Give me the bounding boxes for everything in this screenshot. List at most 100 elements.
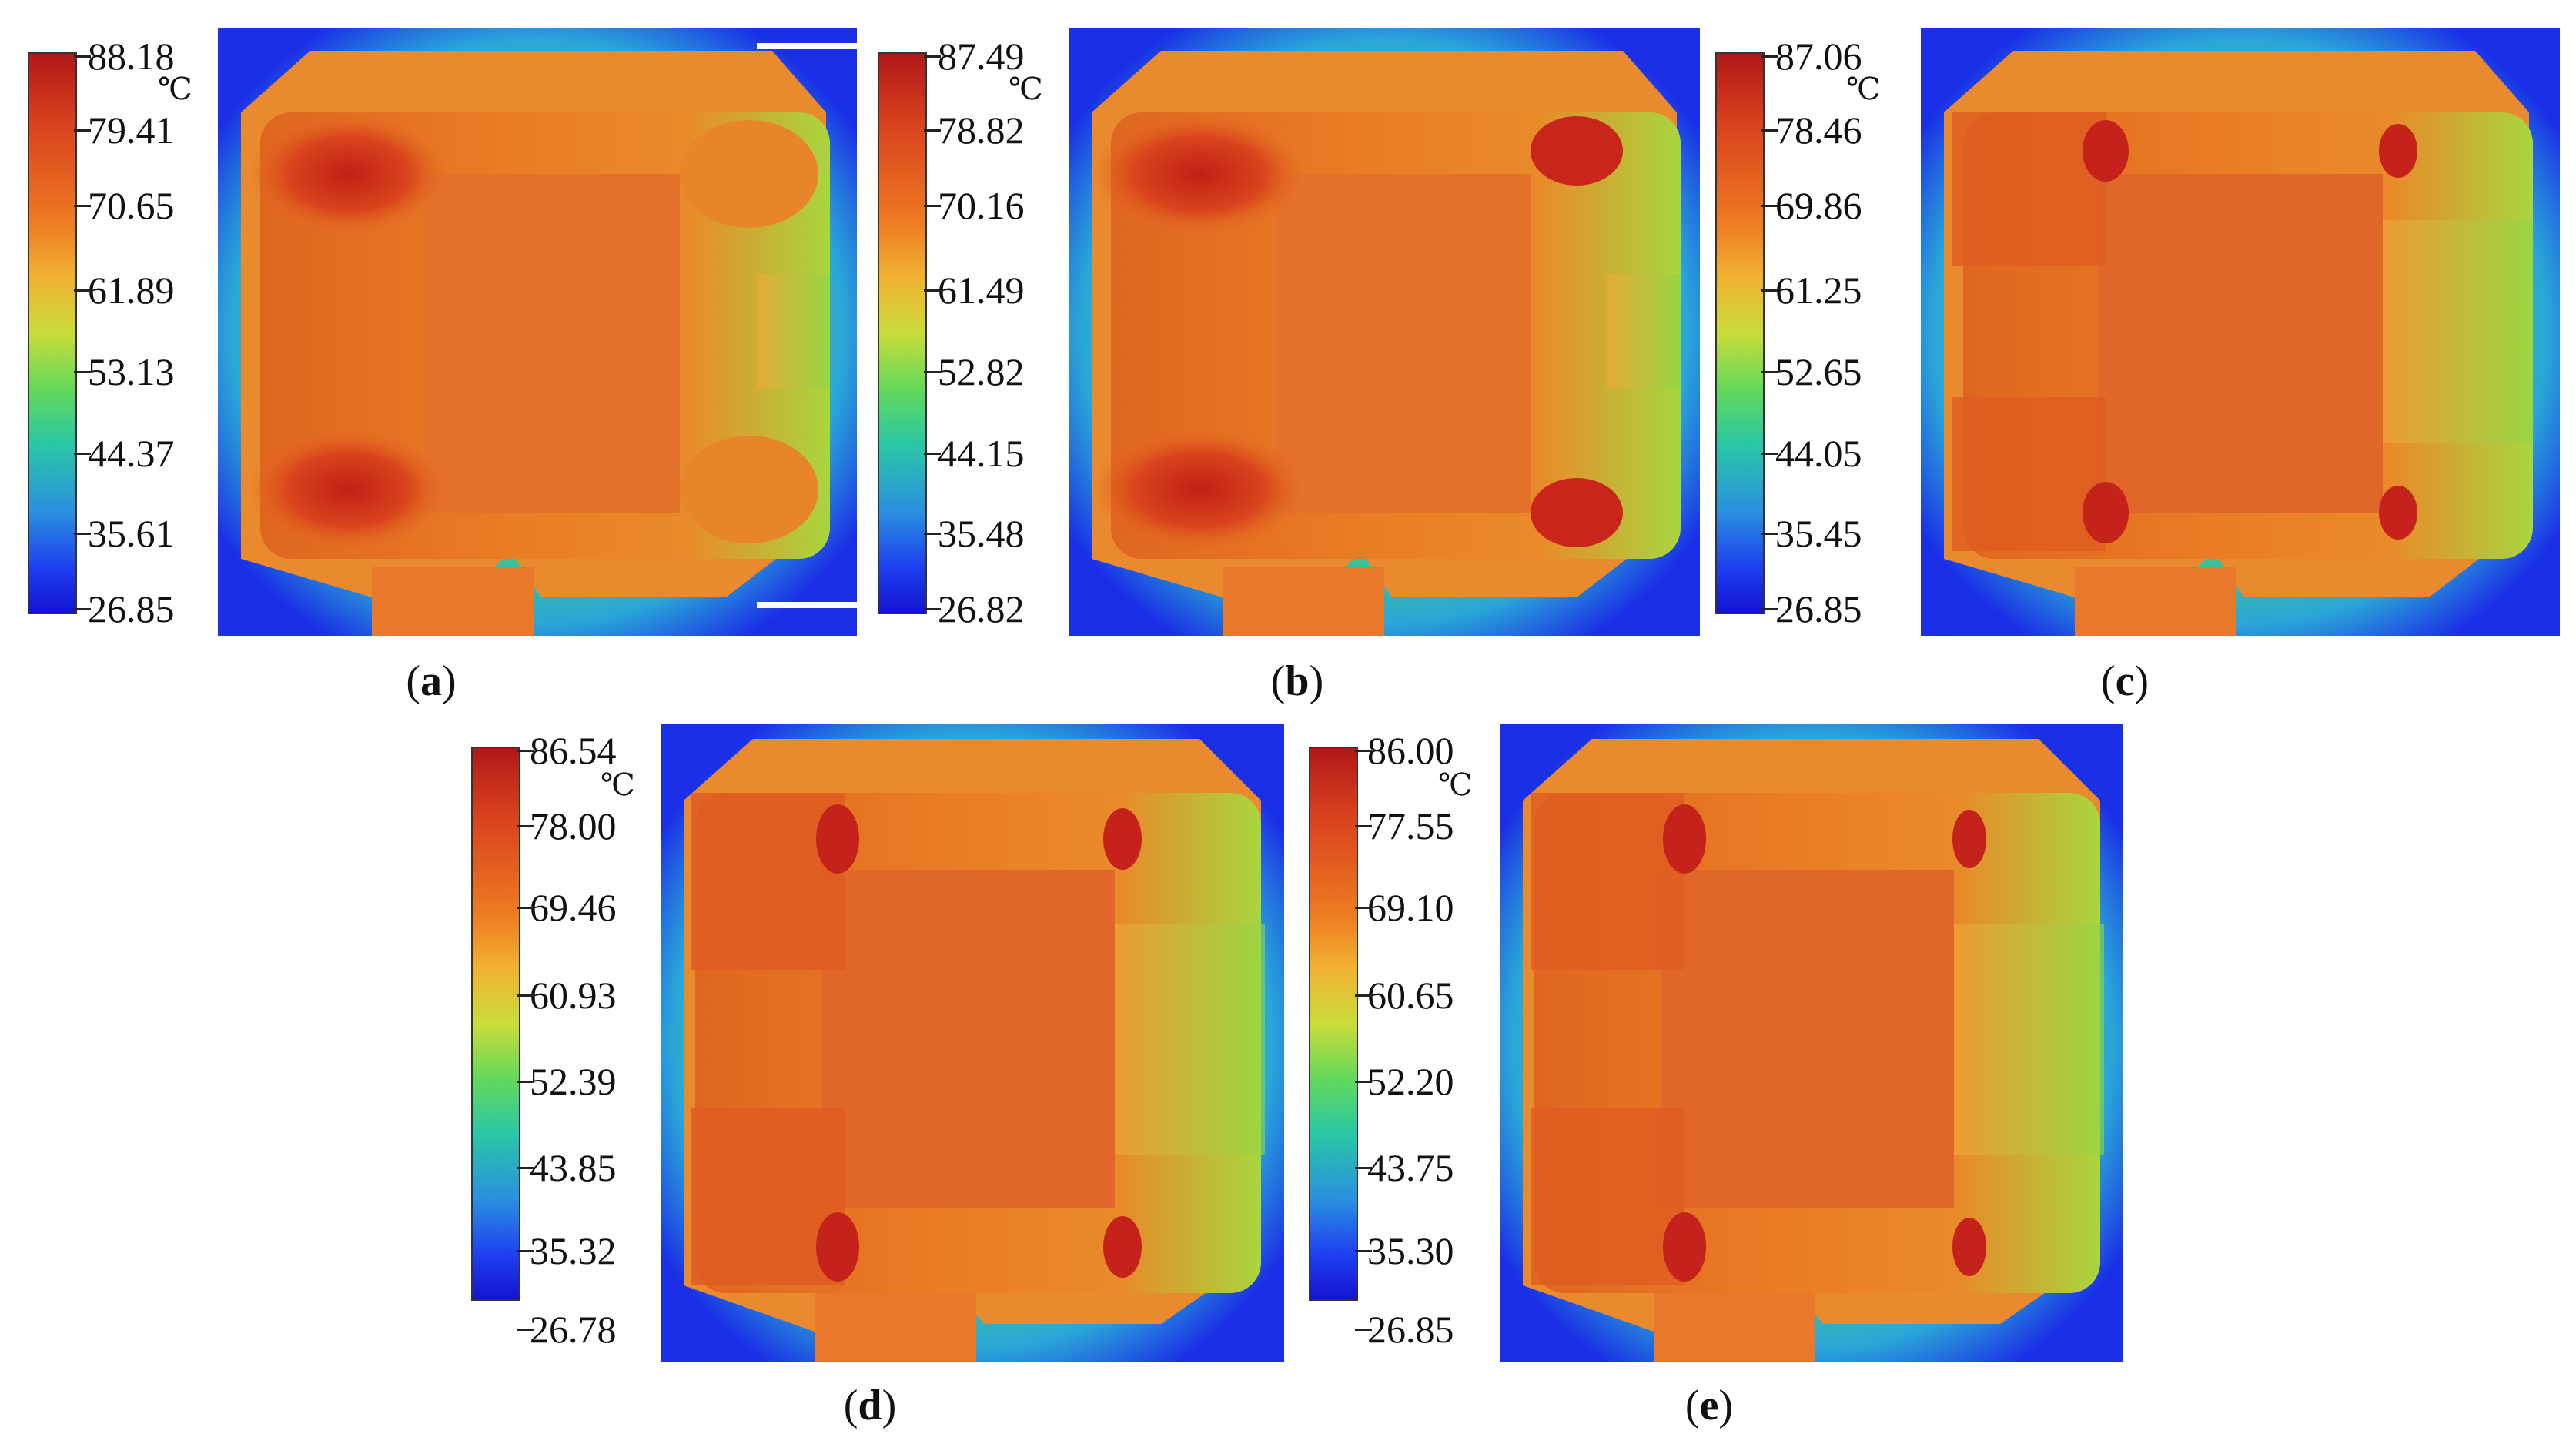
- scale-tick: [1761, 453, 1778, 455]
- heatmap-a: [218, 28, 857, 636]
- unit-label-d: ℃: [601, 767, 635, 802]
- colorbar-b: [878, 52, 927, 614]
- scale-label-e-4: 52.20: [1367, 1060, 1454, 1103]
- caption-c: (c): [2100, 657, 2149, 705]
- scale-tick: [1761, 55, 1778, 58]
- scale-tick: [924, 453, 941, 455]
- scale-label-d-1: 78.00: [530, 804, 617, 847]
- colorbar-e: [1309, 747, 1358, 1301]
- colorbar-c: [1715, 52, 1765, 614]
- scale-label-d-5: 43.85: [530, 1146, 617, 1189]
- caption-d: (d): [843, 1382, 897, 1429]
- scale-tick: [1761, 289, 1778, 292]
- scale-label-a-5: 44.37: [88, 432, 175, 475]
- scale-tick: [1761, 533, 1778, 535]
- scale-tick: [924, 533, 941, 535]
- scale-tick: [517, 750, 534, 752]
- scale-label-d-4: 52.39: [530, 1060, 617, 1103]
- scale-label-b-0: 87.49: [938, 35, 1025, 78]
- scale-label-e-3: 60.65: [1367, 974, 1454, 1017]
- scale-tick: [1761, 129, 1778, 132]
- scale-tick: [74, 533, 91, 535]
- unit-label-e: ℃: [1438, 767, 1473, 802]
- scale-tick: [1355, 1081, 1372, 1083]
- scale-label-e-2: 69.10: [1367, 886, 1454, 929]
- scale-label-d-6: 35.32: [530, 1229, 617, 1272]
- unit-label-a: ℃: [158, 72, 192, 106]
- scale-tick: [517, 1081, 534, 1083]
- scale-tick: [1355, 750, 1372, 752]
- scale-tick: [1355, 1329, 1372, 1331]
- scale-label-b-3: 61.49: [938, 269, 1025, 312]
- scale-label-b-7: 26.82: [938, 587, 1025, 630]
- colorbar-d: [471, 747, 520, 1301]
- scale-tick: [517, 907, 534, 909]
- scale-tick: [1761, 608, 1778, 610]
- scale-tick: [1355, 825, 1372, 827]
- scale-label-b-1: 78.82: [938, 109, 1025, 152]
- scale-tick: [517, 1329, 534, 1331]
- scale-label-b-4: 52.82: [938, 350, 1025, 393]
- caption-b: (b): [1270, 657, 1324, 705]
- heatmap-c: [1921, 28, 2560, 636]
- scale-label-c-0: 87.06: [1775, 35, 1862, 78]
- scale-label-c-3: 61.25: [1775, 269, 1862, 312]
- scale-label-b-2: 70.16: [938, 184, 1025, 227]
- scale-tick: [1355, 907, 1372, 909]
- scale-label-e-7: 26.85: [1367, 1308, 1454, 1351]
- scale-tick: [517, 994, 534, 997]
- scale-label-a-0: 88.18: [88, 35, 175, 78]
- scale-tick: [517, 1250, 534, 1252]
- scale-label-c-6: 35.45: [1775, 512, 1862, 555]
- scale-tick: [1355, 1250, 1372, 1252]
- scale-label-b-5: 44.15: [938, 432, 1025, 475]
- scale-label-d-0: 86.54: [530, 729, 617, 772]
- caption-a: (a): [406, 657, 457, 705]
- scale-label-a-3: 61.89: [88, 269, 175, 312]
- scale-label-e-6: 35.30: [1367, 1229, 1454, 1272]
- scale-label-c-4: 52.65: [1775, 350, 1862, 393]
- scale-label-e-5: 43.75: [1367, 1146, 1454, 1189]
- scale-label-b-6: 35.48: [938, 512, 1025, 555]
- scale-tick: [924, 55, 941, 58]
- unit-label-b: ℃: [1009, 72, 1043, 106]
- scale-tick: [1355, 1167, 1372, 1169]
- scale-label-d-3: 60.93: [530, 974, 617, 1017]
- scale-tick: [74, 608, 91, 610]
- heatmap-d: [661, 724, 1284, 1362]
- scale-tick: [924, 289, 941, 292]
- scale-tick: [517, 1167, 534, 1169]
- scale-label-a-2: 70.65: [88, 184, 175, 227]
- heatmap-e: [1500, 724, 2123, 1362]
- scale-label-c-2: 69.86: [1775, 184, 1862, 227]
- scale-label-c-7: 26.85: [1775, 587, 1862, 630]
- scale-tick: [1355, 994, 1372, 997]
- scale-label-e-0: 86.00: [1367, 729, 1454, 772]
- scale-tick: [74, 129, 91, 132]
- scale-label-a-6: 35.61: [88, 512, 175, 555]
- scale-label-c-5: 44.05: [1775, 432, 1862, 475]
- scale-label-c-1: 78.46: [1775, 109, 1862, 152]
- scale-tick: [74, 205, 91, 207]
- scale-tick: [924, 608, 941, 610]
- scale-tick: [1761, 205, 1778, 207]
- heatmap-b: [1069, 28, 1700, 636]
- unit-label-c: ℃: [1846, 72, 1881, 106]
- scale-label-a-4: 53.13: [88, 350, 175, 393]
- scale-label-e-1: 77.55: [1367, 804, 1454, 847]
- scale-tick: [74, 289, 91, 292]
- scale-label-a-7: 26.85: [88, 587, 175, 630]
- scale-label-d-2: 69.46: [530, 886, 617, 929]
- scale-tick: [924, 371, 941, 373]
- scale-tick: [74, 371, 91, 373]
- scale-label-a-1: 79.41: [88, 109, 175, 152]
- scale-tick: [74, 453, 91, 455]
- scale-tick: [1761, 371, 1778, 373]
- scale-tick: [74, 55, 91, 58]
- colorbar-a: [28, 52, 77, 614]
- scale-label-d-7: 26.78: [530, 1308, 617, 1351]
- scale-tick: [924, 205, 941, 207]
- caption-e: (e): [1684, 1382, 1734, 1429]
- scale-tick: [924, 129, 941, 132]
- scale-tick: [517, 825, 534, 827]
